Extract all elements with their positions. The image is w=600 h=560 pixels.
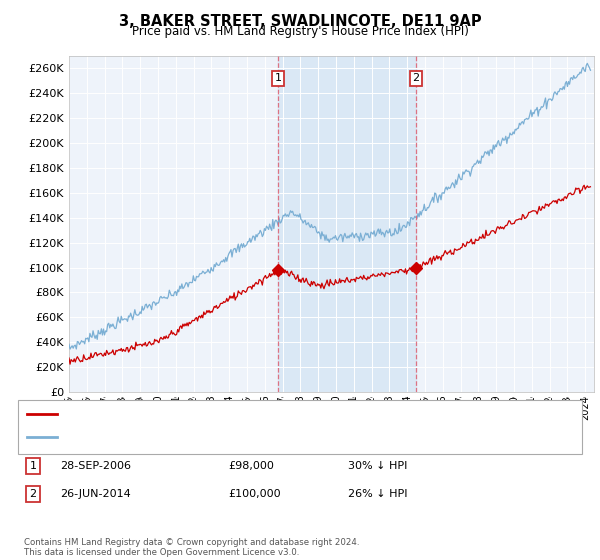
Text: Price paid vs. HM Land Registry's House Price Index (HPI): Price paid vs. HM Land Registry's House …: [131, 25, 469, 38]
Text: 2002: 2002: [188, 395, 199, 419]
Text: 2013: 2013: [385, 395, 394, 419]
Text: 2019: 2019: [491, 395, 501, 419]
Text: 2005: 2005: [242, 395, 252, 419]
Text: 1995: 1995: [64, 395, 74, 419]
Text: 2000: 2000: [153, 395, 163, 419]
Text: 1: 1: [29, 461, 37, 471]
Text: Contains HM Land Registry data © Crown copyright and database right 2024.
This d: Contains HM Land Registry data © Crown c…: [24, 538, 359, 557]
Text: £98,000: £98,000: [228, 461, 274, 471]
Text: 2020: 2020: [509, 395, 519, 419]
Text: 2009: 2009: [313, 395, 323, 419]
Text: 2012: 2012: [367, 395, 377, 419]
Text: 2024: 2024: [580, 395, 590, 419]
Text: 2014: 2014: [402, 395, 412, 419]
Text: 3, BAKER STREET, SWADLINCOTE, DE11 9AP (semi-detached house): 3, BAKER STREET, SWADLINCOTE, DE11 9AP (…: [63, 409, 418, 419]
Text: £100,000: £100,000: [228, 489, 281, 499]
Text: 26-JUN-2014: 26-JUN-2014: [60, 489, 131, 499]
Text: 2011: 2011: [349, 395, 359, 419]
Text: 2018: 2018: [473, 395, 484, 419]
Text: 2016: 2016: [438, 395, 448, 419]
Text: 2022: 2022: [545, 395, 554, 419]
Text: 2: 2: [29, 489, 37, 499]
Text: 3, BAKER STREET, SWADLINCOTE, DE11 9AP: 3, BAKER STREET, SWADLINCOTE, DE11 9AP: [119, 14, 481, 29]
Text: 2007: 2007: [278, 395, 287, 419]
Text: 1998: 1998: [118, 395, 127, 419]
Text: 2015: 2015: [420, 395, 430, 419]
Text: 1997: 1997: [100, 395, 110, 419]
Text: 2006: 2006: [260, 395, 270, 419]
Text: 2: 2: [412, 73, 419, 83]
Text: 2010: 2010: [331, 395, 341, 419]
Text: 1: 1: [275, 73, 281, 83]
Bar: [278, 56, 416, 392]
Text: 2023: 2023: [562, 395, 572, 419]
Text: 28-SEP-2006: 28-SEP-2006: [60, 461, 131, 471]
Text: 2017: 2017: [455, 395, 466, 419]
Text: 2021: 2021: [527, 395, 537, 419]
Text: 30% ↓ HPI: 30% ↓ HPI: [348, 461, 407, 471]
Text: HPI: Average price, semi-detached house, South Derbyshire: HPI: Average price, semi-detached house,…: [63, 432, 376, 442]
Text: 2001: 2001: [171, 395, 181, 419]
Text: 2008: 2008: [295, 395, 305, 419]
Text: 1999: 1999: [135, 395, 145, 419]
Text: 26% ↓ HPI: 26% ↓ HPI: [348, 489, 407, 499]
Text: 2003: 2003: [206, 395, 217, 419]
Text: 1996: 1996: [82, 395, 92, 419]
Text: 2004: 2004: [224, 395, 234, 419]
